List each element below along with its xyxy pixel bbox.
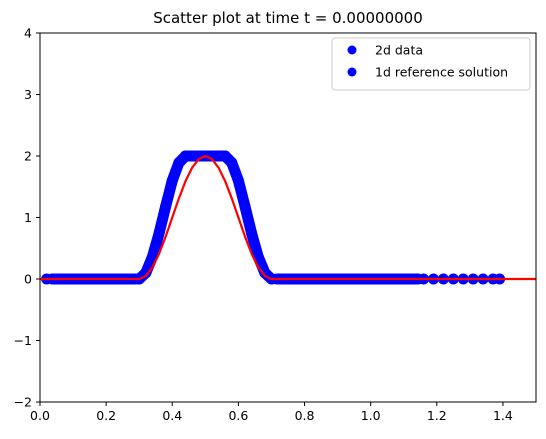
x-tick-label: 0.4 <box>162 408 182 423</box>
scatter-point <box>246 227 258 239</box>
y-tick-label: 4 <box>24 26 32 41</box>
x-tick-label: 1.4 <box>493 408 513 423</box>
scatter-point <box>173 157 185 169</box>
scatter-marker-band <box>133 150 277 285</box>
legend-marker-2d-data <box>347 45 357 55</box>
x-tick-label: 0.0 <box>30 408 50 423</box>
scatter-point <box>232 175 244 187</box>
legend-label-2d-data: 2d data <box>375 43 423 58</box>
chart-title: Scatter plot at time t = 0.00000000 <box>153 9 423 27</box>
x-tick-label: 1.2 <box>427 408 447 423</box>
scatter-point <box>239 200 251 212</box>
scatter-point <box>166 175 178 187</box>
x-tick-label: 0.6 <box>228 408 248 423</box>
y-tick-label: 1 <box>24 210 32 225</box>
reference-line <box>40 154 536 281</box>
y-tick-label: −1 <box>14 333 32 348</box>
x-tick-label: 1.0 <box>361 408 381 423</box>
scatter-point <box>219 150 231 162</box>
axis-ticks: 0.0 0.2 0.4 0.6 0.8 1.0 1.2 1.4 −2 −1 0 1 2 3 4 <box>14 26 513 424</box>
y-tick-label: 0 <box>24 272 32 287</box>
scatter-point <box>140 267 152 279</box>
plot-area <box>40 150 536 285</box>
legend-marker-1d-reference <box>347 67 357 77</box>
legend-label-1d-reference: 1d reference solution <box>375 65 508 80</box>
legend-box <box>331 37 531 91</box>
scatter-point <box>160 200 172 212</box>
x-tick-label: 0.2 <box>96 408 116 423</box>
scatter-point <box>153 227 165 239</box>
x-tick-label: 0.8 <box>295 408 315 423</box>
data-layer <box>40 150 536 285</box>
y-tick-label: 3 <box>24 87 32 102</box>
y-tick-label: −2 <box>14 395 32 410</box>
scatter-point <box>226 157 238 169</box>
y-tick-label: 2 <box>24 149 32 164</box>
legend: 2d data 1d reference solution <box>331 37 531 91</box>
